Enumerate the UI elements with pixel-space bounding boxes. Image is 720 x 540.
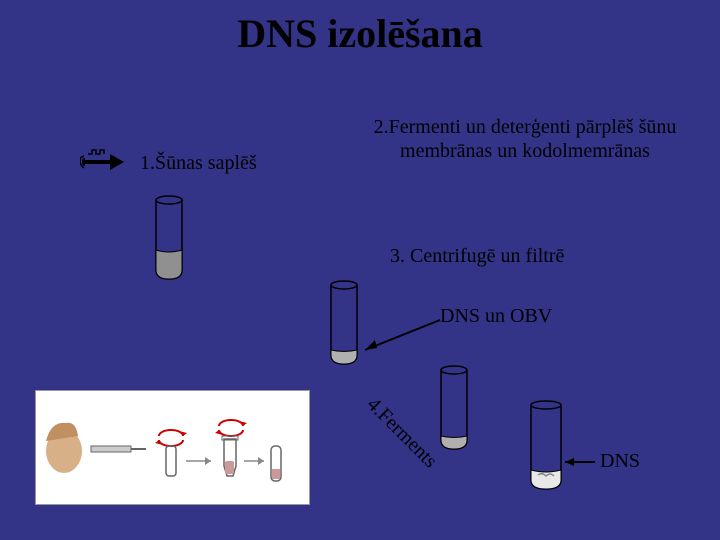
hand-pointing-icon [80, 140, 130, 180]
test-tube-dns [530, 400, 562, 490]
step1-text: 1.Šūnas saplēš [140, 152, 257, 175]
test-tube-1 [155, 195, 183, 280]
dns-obv-text: DNS un OBV [440, 305, 552, 328]
step2-text: 2.Fermenti un deterģenti pārplēš šūnu me… [360, 115, 690, 163]
centrifuge-diagram-icon [36, 391, 311, 506]
test-tube-2 [330, 280, 358, 365]
arrow-to-tube [355, 315, 445, 355]
arrow-to-dns-label [560, 455, 600, 470]
page-title: DNS izolēšana [237, 10, 483, 57]
step4-text: 4.Ferments [362, 393, 442, 473]
test-tube-3 [440, 365, 468, 450]
step3-text: 3. Centrifugē un filtrē [390, 245, 564, 268]
dns-result-text: DNS [600, 450, 640, 473]
centrifuge-diagram-panel [35, 390, 310, 505]
